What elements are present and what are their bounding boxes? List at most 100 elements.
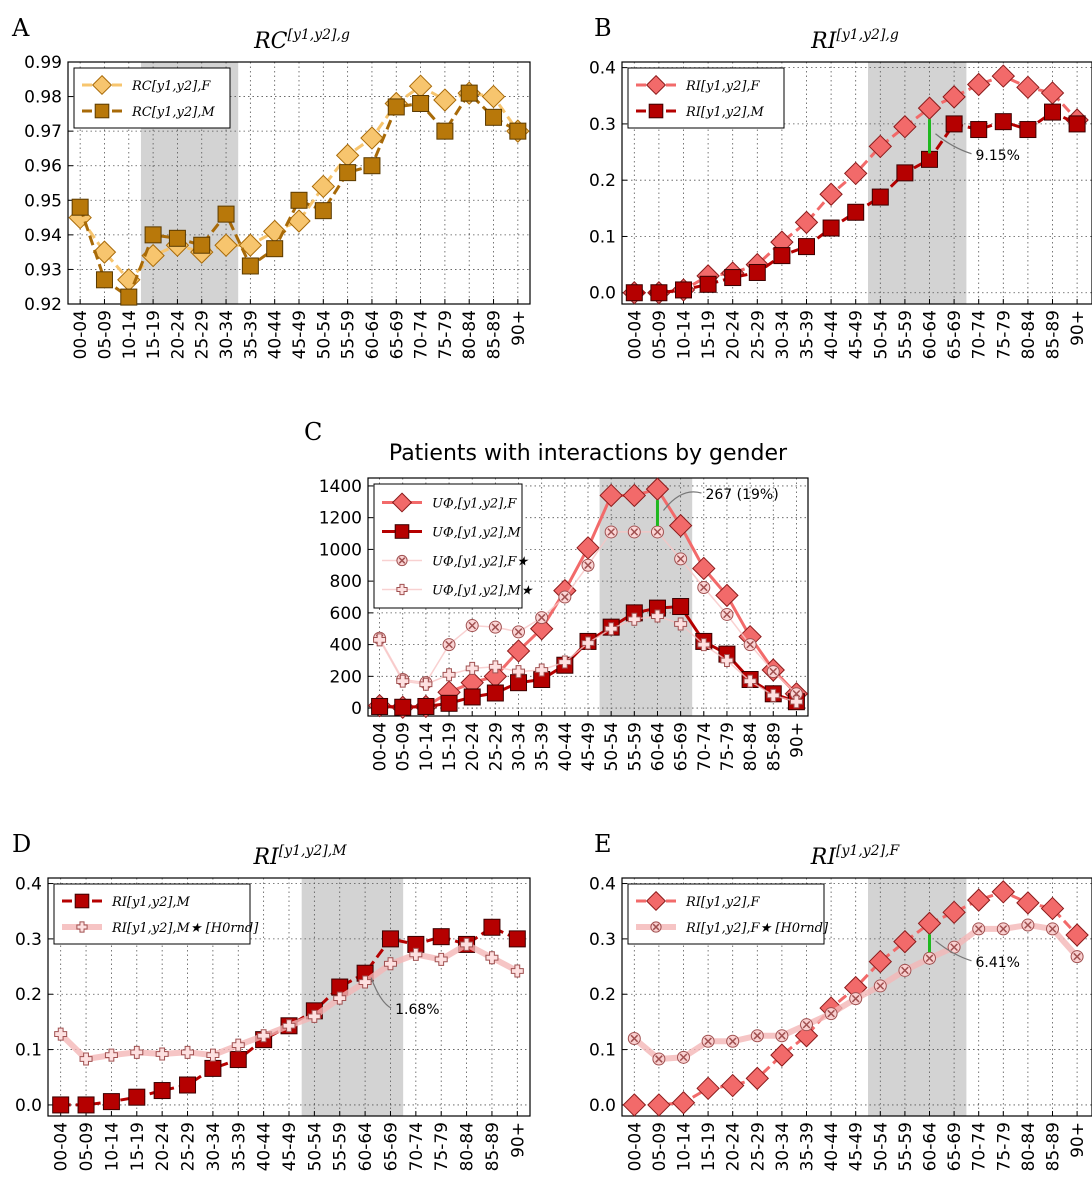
- plot-frame: [621, 877, 1092, 1117]
- data-point: [465, 661, 479, 675]
- x-tick-label: 45-49: [290, 310, 310, 359]
- data-point: [76, 921, 88, 933]
- x-tick-label: 05-09: [650, 310, 670, 359]
- y-tick-label: 0: [351, 699, 362, 719]
- data-point: [991, 64, 1016, 88]
- x-tick-label: 90+: [787, 722, 807, 758]
- data-point: [485, 108, 503, 126]
- data-point: [311, 174, 336, 199]
- data-point: [645, 890, 667, 912]
- data-point: [179, 1076, 197, 1094]
- x-tick-label: 35-39: [241, 310, 261, 359]
- data-point: [724, 269, 742, 287]
- x-tick-label: 65-69: [381, 1122, 401, 1171]
- data-point: [849, 992, 863, 1006]
- data-point: [535, 611, 549, 625]
- legend-label: UΦ,[y1,y2],F: [432, 497, 517, 512]
- x-tick-label: 55-59: [896, 310, 916, 359]
- data-point: [483, 918, 501, 936]
- plot-frame: [621, 61, 1092, 305]
- x-tick-label: 40-44: [255, 1122, 275, 1171]
- data-point: [91, 74, 113, 96]
- data-point: [1068, 115, 1086, 133]
- y-tick-label: 600: [330, 604, 362, 624]
- data-point: [486, 684, 504, 702]
- data-point-cross: [584, 561, 592, 570]
- data-point: [282, 1019, 296, 1033]
- data-point-cross: [699, 583, 708, 592]
- y-tick-label: 0.98: [24, 88, 62, 108]
- x-tick-label: 10-14: [675, 310, 695, 359]
- x-tick-label: 90+: [1068, 310, 1088, 346]
- data-point: [745, 1066, 770, 1091]
- data-point: [488, 620, 502, 634]
- data-point: [155, 1047, 169, 1061]
- x-tick-label: 85-89: [485, 310, 505, 359]
- data-point: [581, 636, 595, 650]
- x-tick-label: 15-19: [144, 310, 164, 359]
- data-point: [128, 1088, 146, 1106]
- x-tick-label: 25-29: [486, 722, 506, 771]
- y-tick-label: 0.3: [589, 930, 616, 950]
- data-point: [333, 991, 347, 1005]
- x-tick-label: 60-64: [363, 310, 383, 359]
- data-point: [966, 888, 991, 912]
- y-tick-label: 0.2: [589, 171, 616, 191]
- y-tick-label: 1200: [319, 509, 362, 529]
- x-tick-label: 40-44: [822, 1122, 842, 1171]
- y-tick-label: 1400: [319, 477, 362, 497]
- data-point: [674, 617, 688, 631]
- data-point: [824, 1007, 838, 1021]
- data-point: [650, 609, 664, 623]
- data-point-cross: [746, 640, 754, 649]
- x-tick-label: 85-89: [1044, 310, 1064, 359]
- x-tick-label: 20-24: [153, 1122, 173, 1171]
- data-point: [647, 1093, 671, 1117]
- y-tick-label: 0.97: [24, 122, 62, 142]
- x-tick-label: 65-69: [945, 1122, 965, 1171]
- data-point: [625, 284, 643, 302]
- data-point: [947, 940, 961, 954]
- data-point-cross: [679, 1053, 688, 1062]
- data-point: [79, 1052, 93, 1066]
- legend-box: [627, 883, 825, 945]
- data-point: [622, 483, 647, 508]
- data-point-cross: [537, 613, 546, 622]
- data-point: [95, 271, 113, 289]
- data-point: [339, 164, 357, 182]
- data-point: [847, 203, 865, 221]
- shaded-region: [599, 478, 693, 716]
- x-tick-label: 40-44: [822, 310, 842, 359]
- panel-letter: A: [11, 14, 30, 42]
- x-tick-label: 80-84: [741, 722, 761, 771]
- x-tick-label: 35-39: [798, 310, 818, 359]
- data-point: [290, 191, 308, 209]
- data-point-cross: [728, 1037, 737, 1046]
- data-point: [720, 653, 734, 667]
- data-point-cross: [398, 557, 406, 564]
- data-point: [193, 236, 211, 254]
- data-point: [383, 957, 397, 971]
- x-tick-label: 55-59: [896, 1122, 916, 1171]
- data-point: [1040, 896, 1065, 921]
- panel-a: 0.92 0.93 0.94 0.95 0.96 0.97 0.98 0.99 00-04 05-…: [11, 14, 531, 359]
- chart-title: RI[y1,y2],g: [810, 27, 899, 54]
- x-tick-label: 75-79: [994, 310, 1014, 359]
- series-line: [58, 940, 519, 1063]
- x-tick-label: 60-64: [921, 1122, 941, 1171]
- data-point: [394, 524, 410, 539]
- legend-label: RI[y1,y2],F: [685, 79, 761, 94]
- data-point: [217, 205, 235, 223]
- x-tick-label: 75-79: [994, 1122, 1014, 1171]
- data-point: [650, 921, 662, 933]
- data-point: [77, 1096, 95, 1114]
- data-point: [387, 98, 405, 116]
- y-tick-label: 800: [330, 572, 362, 592]
- x-tick-label: 45-49: [847, 1122, 867, 1171]
- data-point-cross: [468, 621, 477, 630]
- data-point-cross: [1024, 921, 1032, 929]
- data-point: [558, 655, 572, 669]
- y-tick-label: 0.4: [589, 59, 616, 79]
- data-point: [743, 674, 757, 688]
